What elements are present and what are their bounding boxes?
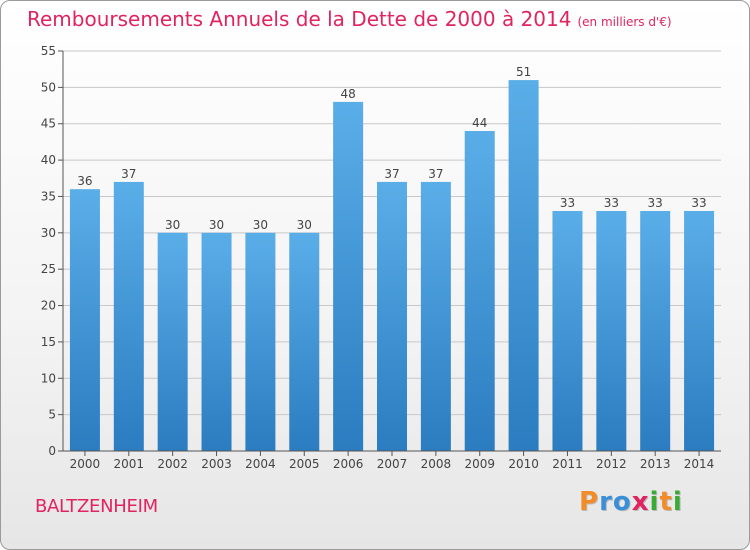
bar-2000 — [69, 189, 100, 451]
value-label-2011: 33 — [560, 196, 575, 210]
bar-2002 — [157, 232, 188, 451]
y-tick-label-40: 40 — [41, 153, 56, 167]
y-tick-label-30: 30 — [41, 226, 56, 240]
y-tick-label-25: 25 — [41, 262, 56, 276]
proxiti-logo[interactable]: Proxiti — [579, 487, 683, 517]
y-tick-label-45: 45 — [41, 117, 56, 131]
logo-letter: i — [649, 487, 660, 517]
x-tick-label-2009: 2009 — [464, 457, 495, 471]
value-label-2014: 33 — [691, 196, 706, 210]
x-tick-label-2003: 2003 — [201, 457, 232, 471]
y-tick-label-50: 50 — [41, 80, 56, 94]
municipality-name: BALTZENHEIM — [35, 496, 158, 517]
x-tick-label-2013: 2013 — [640, 457, 671, 471]
bar-2014 — [684, 211, 715, 451]
bar-2001 — [113, 181, 144, 451]
value-label-2008: 37 — [428, 167, 443, 181]
logo-letter: x — [631, 487, 650, 517]
x-tick-label-2005: 2005 — [289, 457, 320, 471]
bar-2003 — [201, 232, 232, 451]
y-tick-label-20: 20 — [41, 299, 56, 313]
bar-2013 — [640, 211, 671, 451]
x-tick-label-2000: 2000 — [70, 457, 101, 471]
bar-2009 — [464, 131, 495, 451]
bar-2007 — [377, 181, 407, 451]
chart-title-text: Remboursements Annuels de la Dette de 20… — [27, 7, 572, 31]
value-label-2001: 37 — [121, 167, 136, 181]
value-label-2005: 30 — [297, 218, 312, 232]
x-tick-label-2001: 2001 — [114, 457, 145, 471]
y-tick-label-15: 15 — [41, 335, 56, 349]
bar-2006 — [333, 101, 364, 451]
x-tick-label-2010: 2010 — [508, 457, 539, 471]
x-tick-label-2008: 2008 — [421, 457, 452, 471]
value-label-2006: 48 — [340, 87, 355, 101]
value-label-2012: 33 — [604, 196, 619, 210]
bars: 36 37 30 30 30 30 48 37 37 44 51 33 33 33 33 — [69, 65, 715, 451]
y-tick-label-55: 55 — [41, 44, 56, 58]
x-tick-label-2007: 2007 — [377, 457, 408, 471]
logo-letter: o — [612, 487, 632, 517]
y-tick-label-35: 35 — [41, 189, 56, 203]
bar-2004 — [245, 232, 276, 451]
value-label-2003: 30 — [209, 218, 224, 232]
value-label-2004: 30 — [253, 218, 268, 232]
value-label-2000: 36 — [77, 174, 92, 188]
logo-letter: t — [659, 487, 673, 517]
logo-letter: i — [672, 487, 683, 517]
bar-2005 — [289, 232, 320, 451]
bar-2011 — [552, 211, 583, 451]
value-label-2002: 30 — [165, 218, 180, 232]
chart-unit-subtitle: (en milliers d'€) — [577, 15, 672, 29]
value-label-2007: 37 — [384, 167, 399, 181]
value-label-2013: 33 — [648, 196, 663, 210]
x-tick-label-2004: 2004 — [245, 457, 276, 471]
value-label-2010: 51 — [516, 65, 531, 79]
axes: 0 5 10 15 20 25 30 35 40 45 50 55 2000 2001 2002 2003 20… — [41, 44, 721, 471]
x-tick-label-2002: 2002 — [157, 457, 188, 471]
bar-2012 — [596, 211, 627, 451]
x-tick-label-2006: 2006 — [333, 457, 364, 471]
value-label-2009: 44 — [472, 116, 487, 130]
x-tick-label-2011: 2011 — [552, 457, 583, 471]
y-tick-label-5: 5 — [48, 408, 56, 422]
y-tick-label-10: 10 — [41, 371, 56, 385]
logo-letter: r — [599, 487, 613, 517]
bar-2010 — [508, 80, 539, 451]
x-tick-label-2014: 2014 — [684, 457, 715, 471]
x-tick-label-2012: 2012 — [596, 457, 627, 471]
y-tick-label-0: 0 — [48, 444, 56, 458]
chart-title: Remboursements Annuels de la Dette de 20… — [27, 7, 672, 31]
bar-2008 — [420, 181, 451, 451]
logo-letter: P — [579, 487, 600, 517]
